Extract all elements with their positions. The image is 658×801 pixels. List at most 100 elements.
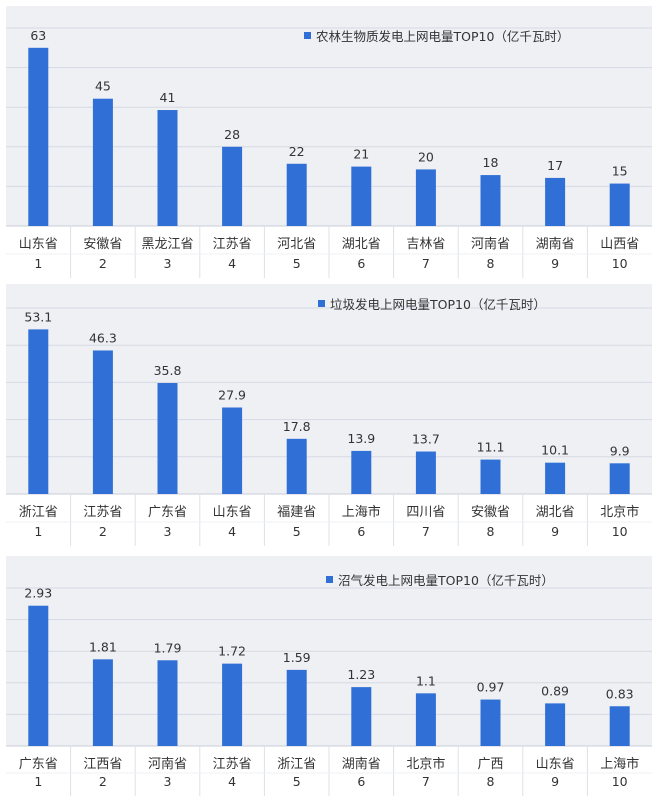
bar [286, 438, 307, 494]
rank-label: 1 [34, 524, 42, 539]
bar [609, 706, 630, 746]
rank-label: 9 [551, 524, 559, 539]
rank-label: 10 [612, 774, 628, 789]
data-label: 46.3 [89, 330, 117, 345]
chart-panel-biogas: 2.93 广东省 1 1.81 江西省 2 1.79 河南省 3 1.72 江苏省 4 1.59 浙江省 5… [6, 556, 652, 796]
bar [545, 703, 566, 746]
bar [609, 183, 630, 226]
category-label: 四川省 [406, 505, 445, 520]
legend-swatch [326, 576, 333, 583]
bar [92, 350, 113, 494]
data-label: 1.79 [154, 640, 182, 655]
rank-label: 5 [293, 524, 301, 539]
chart-legend: 垃圾发电上网电量TOP10（亿千瓦时） [318, 294, 546, 313]
rank-label: 7 [422, 774, 430, 789]
bar [545, 177, 566, 226]
category-label: 江西省 [83, 757, 122, 772]
data-label: 45 [95, 79, 111, 94]
category-label: 安徽省 [83, 237, 122, 252]
rank-label: 7 [422, 524, 430, 539]
rank-label: 4 [228, 256, 236, 271]
chart-legend: 农林生物质发电上网电量TOP10（亿千瓦时） [304, 26, 569, 45]
category-label: 湖北省 [342, 237, 381, 252]
data-label: 21 [353, 147, 369, 162]
bar [351, 166, 372, 226]
rank-label: 2 [99, 774, 107, 789]
category-label: 山东省 [536, 757, 575, 772]
data-label: 0.89 [541, 683, 569, 698]
data-label: 17 [547, 158, 563, 173]
rank-label: 3 [164, 256, 172, 271]
data-label: 15 [612, 164, 628, 179]
bar [480, 459, 501, 494]
bar [157, 383, 178, 494]
bar [222, 146, 243, 226]
category-label: 广西 [477, 757, 503, 772]
legend-swatch [318, 300, 325, 307]
category-label: 安徽省 [471, 505, 510, 520]
bar [480, 699, 501, 746]
category-label: 吉林省 [406, 237, 445, 252]
data-label: 53.1 [24, 309, 52, 324]
bar [92, 98, 113, 226]
legend-label: 农林生物质发电上网电量TOP10（亿千瓦时） [316, 29, 570, 44]
data-label: 1.23 [347, 667, 375, 682]
data-label: 35.8 [154, 363, 182, 378]
category-label: 上海市 [342, 504, 381, 520]
data-label: 1.72 [218, 644, 246, 659]
category-label: 江苏省 [213, 236, 252, 252]
data-label: 0.97 [477, 680, 505, 695]
category-label: 福建省 [277, 505, 316, 520]
category-label: 湖南省 [342, 756, 381, 772]
category-label: 湖南省 [536, 236, 575, 252]
bar [415, 693, 436, 746]
legend-swatch [304, 32, 311, 39]
bar [351, 687, 372, 746]
category-label: 江苏省 [83, 504, 122, 520]
category-label: 山东省 [19, 237, 58, 252]
bar [415, 451, 436, 494]
chart-panel-waste: 53.1 浙江省 1 46.3 江苏省 2 35.8 广东省 3 27.9 山东省 4 17.8 福建省 5… [6, 284, 652, 546]
bar [286, 669, 307, 746]
data-label: 63 [30, 28, 46, 43]
data-label: 9.9 [610, 443, 630, 458]
rank-label: 8 [487, 524, 495, 539]
bar [92, 659, 113, 746]
rank-label: 6 [357, 256, 365, 271]
rank-label: 4 [228, 524, 236, 539]
legend-label: 垃圾发电上网电量TOP10（亿千瓦时） [330, 297, 546, 312]
category-label: 广东省 [148, 505, 187, 520]
biogas-chart: 2.93 广东省 1 1.81 江西省 2 1.79 河南省 3 1.72 江苏省 4 1.59 浙江省 5… [6, 586, 652, 796]
data-label: 0.83 [606, 686, 634, 701]
legend-label: 沼气发电上网电量TOP10（亿千瓦时） [338, 573, 554, 588]
rank-label: 6 [357, 524, 365, 539]
rank-label: 8 [487, 256, 495, 271]
chart-panel-biomass: 63 山东省 1 45 安徽省 2 41 黑龙江省 3 28 江苏省 4 22 河北省 5 21 湖北省 6 20 吉… [6, 6, 652, 278]
waste-chart: 53.1 浙江省 1 46.3 江苏省 2 35.8 广东省 3 27.9 山东省 4 17.8 福建省 5… [6, 307, 652, 546]
data-label: 10.1 [541, 443, 569, 458]
bar [222, 407, 243, 494]
category-label: 山东省 [213, 505, 252, 520]
rank-label: 4 [228, 774, 236, 789]
data-label: 27.9 [218, 388, 246, 403]
rank-label: 1 [34, 256, 42, 271]
data-label: 17.8 [283, 419, 311, 434]
category-label: 浙江省 [277, 757, 316, 772]
category-label: 广东省 [19, 757, 58, 772]
category-label: 河南省 [471, 236, 510, 252]
data-label: 22 [289, 144, 305, 159]
rank-label: 1 [34, 774, 42, 789]
rank-label: 2 [99, 524, 107, 539]
bar [351, 450, 372, 494]
bar [28, 47, 49, 226]
category-label: 浙江省 [19, 505, 58, 520]
rank-label: 6 [357, 774, 365, 789]
rank-label: 8 [487, 774, 495, 789]
bar [222, 663, 243, 746]
biomass-chart: 63 山东省 1 45 安徽省 2 41 黑龙江省 3 28 江苏省 4 22 河北省 5 21 湖北省 6 20 吉… [6, 27, 652, 278]
data-label: 1.59 [283, 650, 311, 665]
rank-label: 7 [422, 256, 430, 271]
bar [415, 169, 436, 226]
data-label: 1.81 [89, 639, 117, 654]
data-label: 11.1 [477, 440, 505, 455]
